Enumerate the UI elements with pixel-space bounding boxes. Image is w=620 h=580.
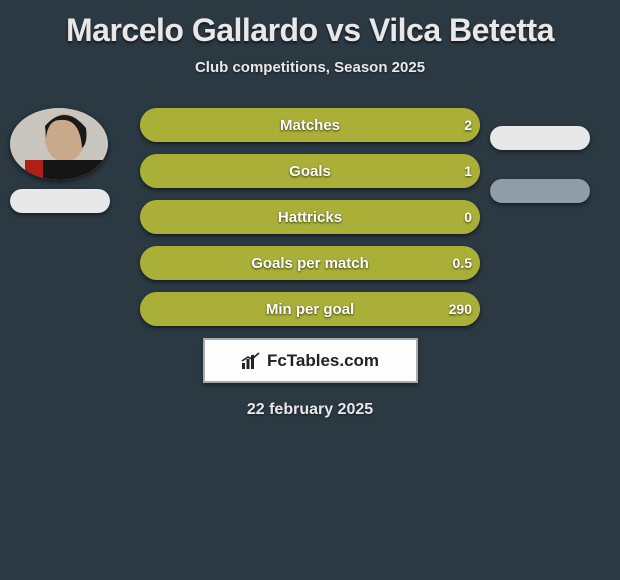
- brand-text: FcTables.com: [267, 351, 379, 371]
- stat-row: Goals per match0.5: [140, 246, 480, 280]
- stat-label: Matches: [140, 108, 480, 142]
- player-left-avatar: [10, 108, 108, 180]
- player-right-pill: [490, 179, 590, 203]
- player-left-block: [10, 108, 110, 213]
- date-text: 22 february 2025: [0, 401, 620, 419]
- stat-bars: Matches2Goals1Hattricks0Goals per match0…: [140, 108, 480, 326]
- stat-value-left: 0.5: [453, 246, 472, 280]
- stat-value-left: 290: [449, 292, 472, 326]
- subtitle: Club competitions, Season 2025: [0, 59, 620, 76]
- stat-label: Goals per match: [140, 246, 480, 280]
- stat-row: Min per goal290: [140, 292, 480, 326]
- stat-row: Hattricks0: [140, 200, 480, 234]
- player-left-name-pill: [10, 189, 110, 213]
- stat-row: Matches2: [140, 108, 480, 142]
- brand-box[interactable]: FcTables.com: [203, 338, 418, 383]
- stat-value-left: 2: [464, 108, 472, 142]
- page-title: Marcelo Gallardo vs Vilca Betetta: [0, 0, 620, 49]
- stat-value-left: 0: [464, 200, 472, 234]
- stat-row: Goals1: [140, 154, 480, 188]
- avatar-placeholder-icon: [10, 108, 108, 180]
- stat-value-left: 1: [464, 154, 472, 188]
- stat-label: Min per goal: [140, 292, 480, 326]
- bar-chart-icon: [241, 352, 261, 370]
- player-right-pill: [490, 126, 590, 150]
- stat-label: Goals: [140, 154, 480, 188]
- stat-label: Hattricks: [140, 200, 480, 234]
